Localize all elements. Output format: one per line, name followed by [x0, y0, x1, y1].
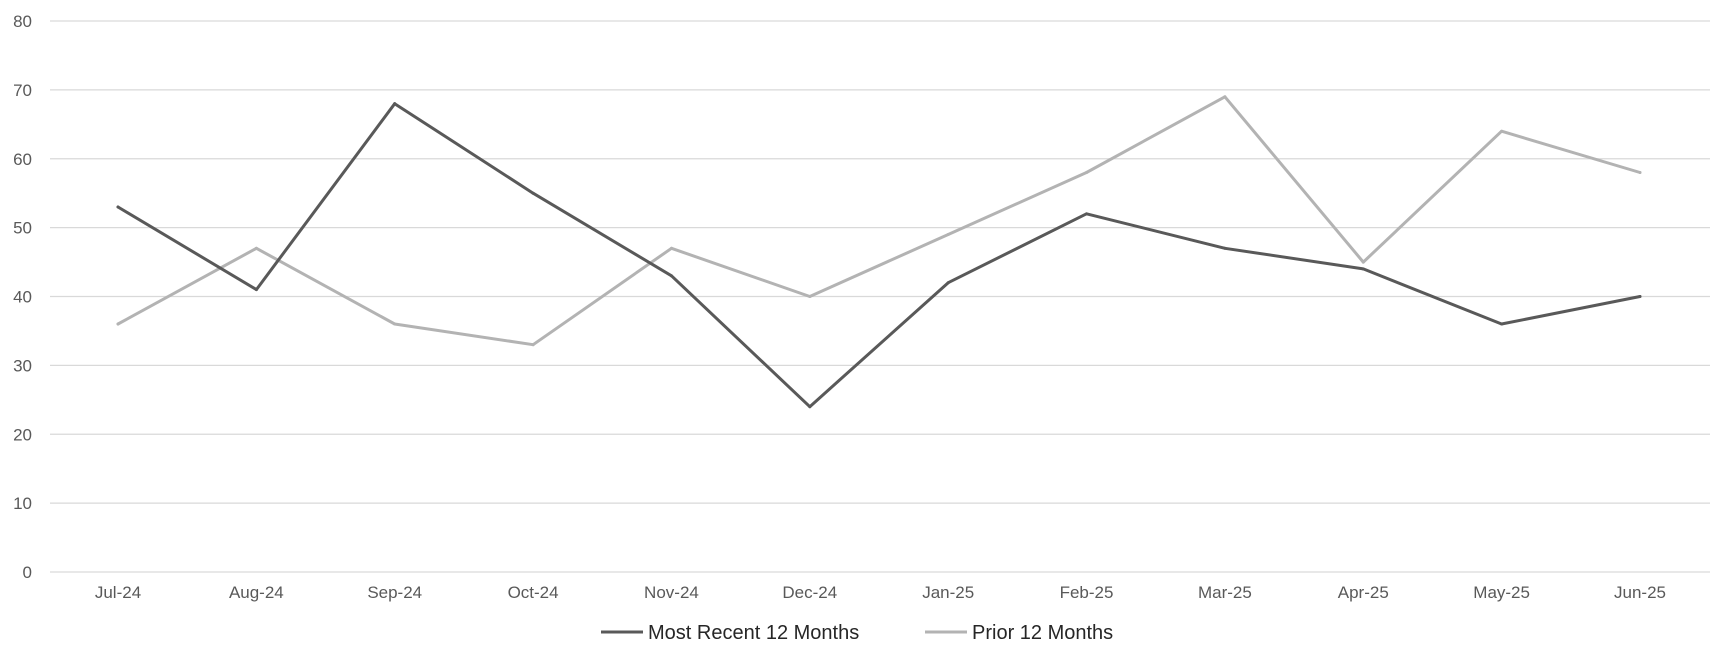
x-tick-label: Nov-24 [644, 583, 699, 602]
x-tick-label: Aug-24 [229, 583, 284, 602]
data-point [946, 281, 950, 285]
x-tick-label: Jul-24 [95, 583, 141, 602]
y-tick-label: 10 [13, 494, 32, 513]
legend-label: Prior 12 Months [972, 622, 1113, 644]
x-axis-ticks: Jul-24 Aug-24 Sep-24 Oct-24 Nov-24 Dec-24 Jan-… [95, 583, 1666, 602]
data-point [116, 205, 120, 209]
y-tick-label: 30 [13, 356, 32, 375]
data-point [1223, 246, 1227, 250]
legend: Most Recent 12 Months Prior 12 Months [601, 622, 1113, 644]
x-tick-label: Dec-24 [782, 583, 837, 602]
data-point [1361, 260, 1365, 264]
data-point [669, 274, 673, 278]
y-tick-label: 0 [23, 563, 32, 582]
y-axis-ticks: 0 10 20 30 40 50 60 70 80 [13, 12, 32, 582]
data-point [669, 246, 673, 250]
x-tick-label: Jan-25 [922, 583, 974, 602]
data-point [531, 343, 535, 347]
y-tick-label: 40 [13, 288, 32, 307]
data-point [1500, 322, 1504, 326]
y-tick-label: 20 [13, 425, 32, 444]
data-point [116, 322, 120, 326]
x-tick-label: Apr-25 [1338, 583, 1389, 602]
data-point [254, 288, 258, 292]
data-point [1223, 95, 1227, 99]
y-tick-label: 70 [13, 81, 32, 100]
series-line-prior [116, 95, 1642, 347]
series-layer [116, 95, 1642, 409]
data-point [1638, 171, 1642, 175]
y-tick-label: 50 [13, 219, 32, 238]
x-tick-label: May-25 [1473, 583, 1530, 602]
legend-label: Most Recent 12 Months [648, 622, 859, 644]
x-tick-label: Sep-24 [367, 583, 422, 602]
data-point [254, 246, 258, 250]
data-point [808, 295, 812, 298]
data-point [531, 191, 535, 195]
x-tick-label: Feb-25 [1060, 583, 1114, 602]
data-point [808, 405, 812, 409]
y-tick-label: 80 [13, 12, 32, 31]
x-tick-label: Oct-24 [508, 583, 559, 602]
data-point [1500, 129, 1504, 133]
data-point [1361, 267, 1365, 271]
data-point [1085, 212, 1089, 216]
data-point [946, 233, 950, 237]
grid-layer [50, 20, 1710, 573]
x-tick-label: Mar-25 [1198, 583, 1252, 602]
data-point [1638, 295, 1642, 298]
series-line-most-recent [116, 102, 1642, 409]
data-point [1085, 171, 1089, 175]
data-point [393, 322, 397, 326]
data-point [393, 102, 397, 106]
x-tick-label: Jun-25 [1614, 583, 1666, 602]
y-tick-label: 60 [13, 150, 32, 169]
